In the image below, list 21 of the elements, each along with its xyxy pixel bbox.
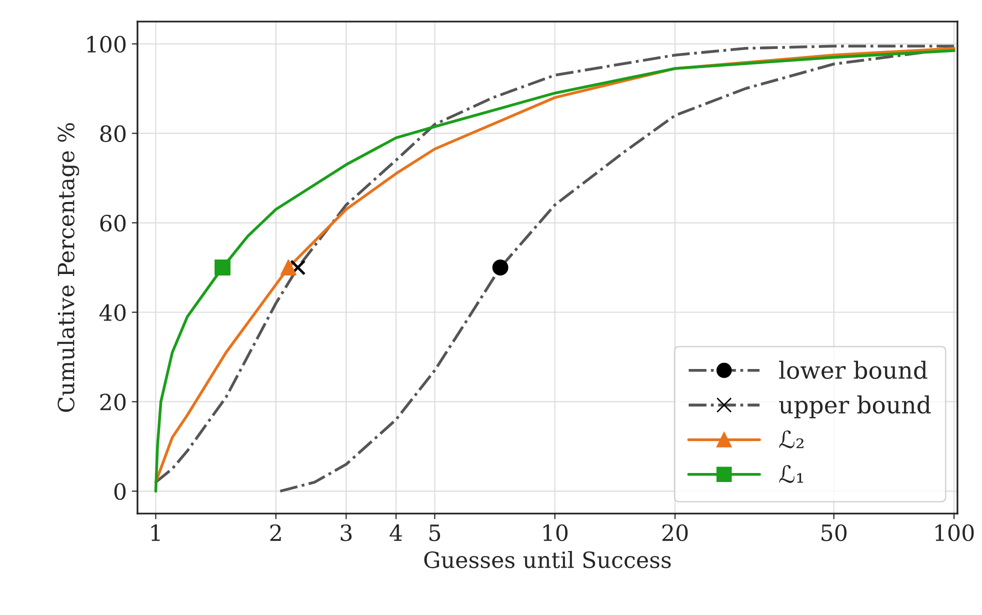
legend-label: lower bound	[779, 360, 928, 380]
x-axis-title: Guesses until Success	[424, 551, 671, 568]
x-tick-label: 100	[936, 524, 974, 542]
y-axis-title: Cumulative Percentage %	[57, 123, 80, 412]
x-tick-label: 20	[662, 524, 688, 542]
y-tick-label: 20	[100, 394, 126, 410]
x-tick-label: 10	[543, 524, 568, 542]
x-tick-label: 5	[430, 524, 440, 542]
y-tick-label: 80	[100, 125, 126, 142]
y-tick-label: 40	[99, 304, 126, 322]
y-tick-label: 0	[114, 483, 126, 500]
x-tick-label: 50	[822, 524, 847, 542]
x-tick-label: 2	[270, 524, 281, 541]
legend-label: ℒ₂	[779, 430, 804, 448]
legend-label: upper bound	[779, 395, 931, 418]
x-tick-label: 3	[340, 524, 352, 542]
y-tick-label: 60	[100, 214, 126, 232]
y-tick-label: 100	[87, 36, 126, 53]
x-tick-label: 1	[151, 524, 160, 541]
x-tick-label: 4	[390, 524, 402, 541]
legend-label: ℒ₁	[779, 465, 804, 483]
